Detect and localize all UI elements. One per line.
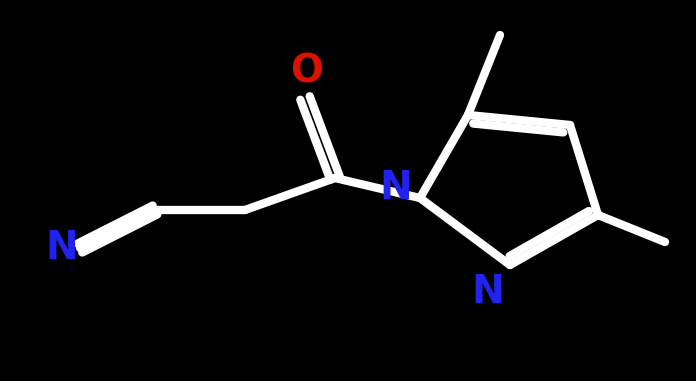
- Text: N: N: [471, 273, 504, 311]
- Text: O: O: [290, 52, 324, 90]
- Text: N: N: [45, 229, 78, 267]
- Text: N: N: [379, 169, 412, 207]
